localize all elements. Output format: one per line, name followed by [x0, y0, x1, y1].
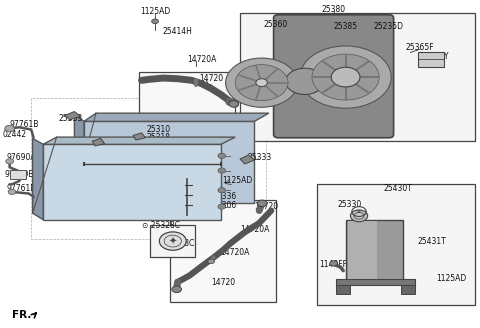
Circle shape [257, 200, 267, 207]
Text: ✦: ✦ [169, 237, 177, 247]
Polygon shape [84, 121, 254, 203]
Text: 25414H: 25414H [163, 27, 192, 36]
Circle shape [300, 46, 391, 108]
Polygon shape [240, 155, 254, 164]
Polygon shape [401, 285, 415, 294]
Circle shape [172, 286, 181, 293]
Text: 25328C: 25328C [166, 239, 194, 248]
Text: 97803: 97803 [118, 213, 142, 222]
FancyBboxPatch shape [274, 15, 394, 138]
Circle shape [164, 235, 181, 247]
Circle shape [226, 58, 298, 107]
Circle shape [350, 210, 368, 222]
Polygon shape [133, 133, 145, 140]
Text: 25338: 25338 [84, 146, 108, 155]
Circle shape [218, 188, 226, 193]
Polygon shape [74, 115, 84, 203]
Circle shape [256, 79, 267, 87]
Text: FR.: FR. [12, 310, 31, 320]
Bar [418, 52, 444, 67]
Text: 25360: 25360 [264, 20, 288, 29]
Polygon shape [336, 279, 415, 285]
Circle shape [159, 232, 186, 250]
Text: 25333: 25333 [247, 153, 271, 162]
Text: 97761B: 97761B [9, 120, 39, 129]
Polygon shape [43, 144, 221, 220]
Text: 25380: 25380 [322, 5, 346, 14]
Text: 97606: 97606 [187, 186, 211, 195]
Text: 25231: 25231 [247, 64, 271, 73]
Text: 02442: 02442 [2, 130, 26, 139]
Circle shape [330, 261, 337, 266]
Circle shape [286, 68, 324, 94]
Text: 14720: 14720 [254, 202, 278, 211]
Circle shape [229, 101, 239, 107]
Circle shape [6, 159, 13, 164]
Text: 14720: 14720 [199, 74, 223, 83]
Text: 25235D: 25235D [374, 22, 404, 31]
Circle shape [331, 67, 360, 87]
Circle shape [235, 65, 288, 101]
Text: 25365F: 25365F [406, 43, 434, 52]
Text: 14720: 14720 [211, 278, 235, 287]
Circle shape [338, 72, 353, 82]
Text: 25415H: 25415H [172, 194, 202, 203]
Bar [170, 200, 276, 302]
Text: 25310: 25310 [146, 125, 170, 134]
Text: 1125AD: 1125AD [222, 176, 253, 185]
Text: 1140FF: 1140FF [320, 259, 348, 269]
Circle shape [354, 213, 364, 219]
Circle shape [8, 189, 16, 195]
Circle shape [152, 19, 158, 24]
Text: 25386E: 25386E [305, 86, 334, 95]
Text: 1125AD: 1125AD [140, 7, 170, 16]
Bar [346, 220, 403, 280]
Text: 25336: 25336 [213, 192, 237, 201]
Circle shape [312, 54, 379, 100]
Circle shape [208, 259, 215, 264]
Text: 1125AD: 1125AD [436, 274, 467, 283]
Text: 25333: 25333 [59, 113, 83, 123]
Polygon shape [84, 113, 269, 121]
Bar [31, 98, 266, 239]
Circle shape [218, 204, 226, 209]
Bar [139, 72, 235, 144]
Circle shape [147, 204, 153, 208]
Circle shape [218, 168, 226, 173]
Text: ⊙ 25328C: ⊙ 25328C [142, 220, 180, 230]
Text: 25430T: 25430T [384, 184, 413, 193]
Polygon shape [33, 138, 43, 220]
Text: 14720A: 14720A [187, 54, 216, 64]
Text: 25431T: 25431T [418, 236, 446, 246]
Text: 97798S: 97798S [156, 163, 185, 173]
Text: 25306: 25306 [213, 200, 237, 210]
Text: a: a [357, 209, 361, 214]
Polygon shape [43, 137, 235, 144]
Text: 97761D: 97761D [7, 184, 36, 193]
Polygon shape [336, 285, 350, 294]
Circle shape [5, 125, 14, 132]
Circle shape [207, 85, 213, 89]
Bar [240, 13, 475, 141]
Circle shape [218, 153, 226, 158]
Text: 25318: 25318 [146, 133, 170, 142]
Text: 25385: 25385 [334, 22, 358, 31]
Text: 25330: 25330 [337, 199, 361, 209]
Text: 1129EY: 1129EY [420, 52, 449, 61]
Text: 25386A: 25386A [240, 94, 269, 103]
Text: 25672B: 25672B [370, 273, 398, 282]
Polygon shape [65, 112, 81, 120]
Bar [10, 170, 26, 179]
Text: 97690A: 97690A [7, 153, 36, 162]
Polygon shape [92, 138, 105, 146]
Text: 97802: 97802 [118, 205, 142, 215]
Bar [150, 225, 195, 257]
Text: 14720A: 14720A [240, 225, 269, 234]
Bar [317, 184, 475, 305]
Text: 97690E: 97690E [5, 170, 34, 179]
Bar [348, 221, 377, 279]
Text: 14720A: 14720A [220, 248, 250, 257]
